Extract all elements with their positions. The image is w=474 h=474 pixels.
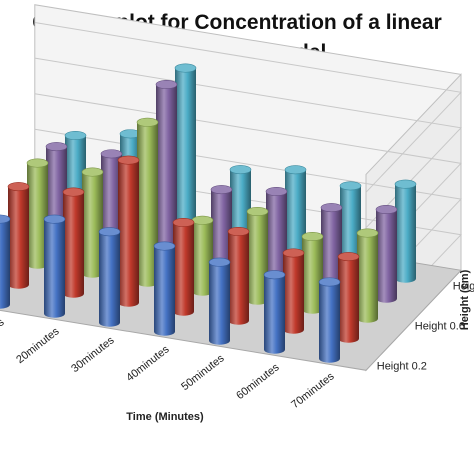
bar xyxy=(282,248,305,334)
bar xyxy=(320,203,343,294)
x-axis-title: Time (Minutes) xyxy=(126,411,204,423)
bar xyxy=(263,270,286,354)
bar xyxy=(62,187,85,298)
bar xyxy=(339,181,362,274)
bar xyxy=(284,165,307,265)
bar xyxy=(265,187,288,285)
bar xyxy=(26,158,49,269)
bar xyxy=(136,117,159,287)
bar xyxy=(210,185,233,276)
bar xyxy=(375,205,398,303)
bar xyxy=(394,179,417,283)
bar-series-group xyxy=(0,63,417,363)
bar xyxy=(337,252,360,343)
depth-tick-label: Height 1.0 xyxy=(453,280,474,292)
x-tick-label: 70minutes xyxy=(289,370,337,411)
bar xyxy=(301,232,324,314)
bar xyxy=(227,227,250,325)
bar xyxy=(155,80,178,267)
bar xyxy=(208,257,231,345)
bar xyxy=(43,214,66,318)
bar xyxy=(172,218,195,316)
depth-axis-title: Height (cm) xyxy=(459,269,471,330)
gridline xyxy=(34,22,463,193)
depth-tick-label: Height 0.2 xyxy=(377,360,427,372)
x-tick-label: 30minutes xyxy=(69,334,117,375)
bar xyxy=(153,241,176,336)
bar xyxy=(98,227,121,327)
x-tick-label: 10minutes xyxy=(0,316,7,357)
x-tick-label: 40minutes xyxy=(124,343,172,384)
x-tick-label: 50minutes xyxy=(179,352,227,393)
bar xyxy=(318,277,341,363)
bar xyxy=(81,167,104,278)
bar xyxy=(0,214,11,309)
bar xyxy=(356,228,379,323)
bar xyxy=(246,207,269,305)
bar xyxy=(191,215,214,296)
bar xyxy=(7,182,30,289)
bar xyxy=(117,155,140,307)
depth-tick-label: Height 0.6 xyxy=(415,320,465,332)
x-tick-label: 60minutes xyxy=(234,361,282,402)
x-tick-label: 20minutes xyxy=(14,325,62,366)
bar xyxy=(174,63,197,247)
